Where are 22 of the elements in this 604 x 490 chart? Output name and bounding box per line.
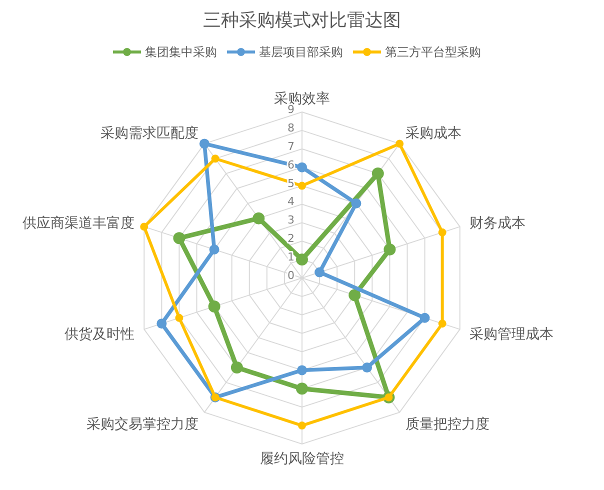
spoke-label: 采购需求匹配度 bbox=[100, 125, 199, 142]
chart-title: 三种采购模式对比雷达图 bbox=[203, 10, 401, 31]
legend-label: 基层项目部采购 bbox=[259, 45, 343, 59]
spoke-label: 财务成本 bbox=[469, 215, 526, 232]
y-tick-label: 4 bbox=[288, 195, 294, 208]
legend-label: 集团集中采购 bbox=[145, 45, 217, 59]
y-tick-label: 0 bbox=[288, 269, 294, 282]
spoke-label: 履约风险管控 bbox=[260, 451, 344, 467]
spoke-label: 质量把控力度 bbox=[405, 416, 490, 433]
y-tick-label: 7 bbox=[288, 140, 294, 153]
spoke-label: 供应商渠道丰富度 bbox=[22, 215, 135, 232]
legend-label: 第三方平台型采购 bbox=[385, 45, 481, 59]
spoke-label: 采购成本 bbox=[405, 125, 462, 142]
spoke-label: 供货及时性 bbox=[64, 326, 135, 343]
y-tick-label: 3 bbox=[288, 214, 294, 227]
y-tick-label: 9 bbox=[288, 103, 294, 116]
y-tick-label: 8 bbox=[288, 121, 294, 134]
spoke-label: 采购交易掌控力度 bbox=[86, 416, 199, 433]
spoke-label: 采购管理成本 bbox=[469, 326, 554, 343]
y-tick-label: 5 bbox=[288, 176, 294, 190]
y-tick-label: 2 bbox=[288, 232, 294, 246]
y-tick-label: 1 bbox=[288, 250, 294, 264]
